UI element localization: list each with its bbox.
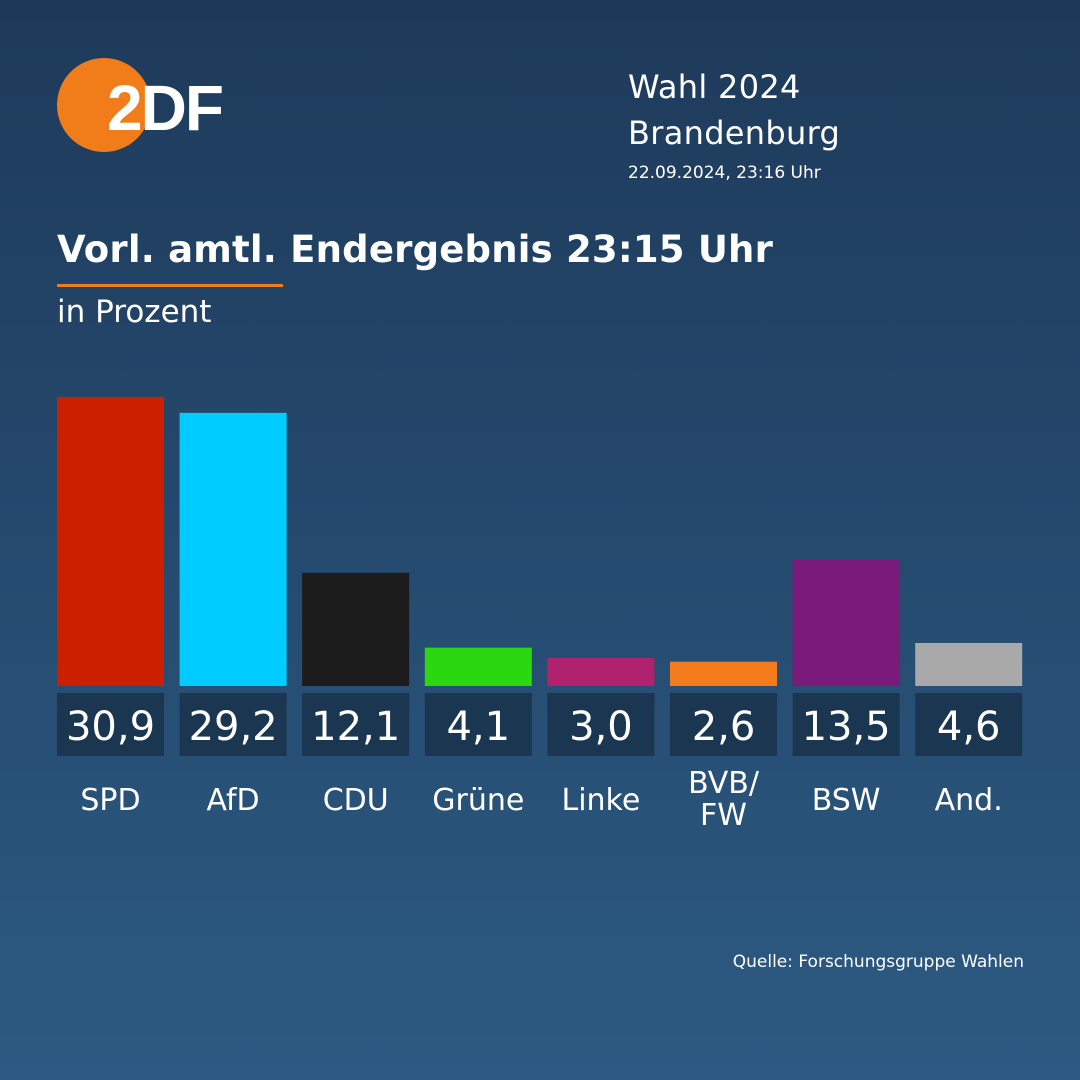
value-label-and: 4,6 (937, 704, 1001, 750)
value-label-bsw: 13,5 (802, 704, 891, 750)
category-label-gr-ne: Grüne (432, 783, 524, 818)
value-box-bsw (792, 693, 900, 756)
region-label: Brandenburg (628, 114, 841, 152)
bar-bvb-fw (670, 661, 777, 686)
category-label-cdu: CDU (323, 783, 389, 818)
value-box-afd (179, 693, 287, 756)
value-label-cdu: 12,1 (311, 704, 400, 750)
category-label-and: And. (935, 783, 1003, 818)
election-info: Wahl 2024 Brandenburg 22.09.2024, 23:16 … (628, 64, 840, 186)
zdf-logo: 2DF (57, 58, 224, 152)
logo-text: 2DF (107, 72, 222, 144)
value-label-bvb-fw: 2,6 (692, 704, 756, 750)
category-label-spd: SPD (80, 783, 140, 818)
election-label: Wahl 2024 (628, 68, 801, 106)
value-box-spd (57, 693, 164, 756)
value-box-and (915, 693, 1023, 756)
category-label-afd: AfD (207, 783, 260, 818)
value-label-linke: 3,0 (569, 704, 633, 750)
bar-linke (547, 657, 655, 686)
chart-subtitle: in Prozent (57, 294, 212, 330)
value-box-cdu (302, 693, 410, 756)
source-note: Quelle: Forschungsgruppe Wahlen (732, 952, 1024, 972)
bar-cdu (302, 572, 410, 686)
bar-bsw (792, 559, 900, 686)
bar-afd (179, 412, 287, 686)
value-box-gr-ne (424, 693, 532, 756)
category-label-bsw: BSW (812, 783, 881, 818)
chart-title: Vorl. amtl. Endergebnis 23:15 Uhr (57, 228, 774, 271)
timestamp: 22.09.2024, 23:16 Uhr (628, 163, 821, 183)
bar-spd (57, 396, 164, 686)
bar-gr-ne (424, 647, 532, 686)
value-label-gr-ne: 4,1 (446, 704, 510, 750)
logo-circle (57, 58, 151, 152)
bar-and (915, 642, 1023, 686)
value-label-afd: 29,2 (189, 704, 278, 750)
value-box-linke (547, 693, 655, 756)
title-underline (57, 284, 283, 287)
value-box-bvb-fw (670, 693, 777, 756)
category-label-bvb-fw: BVB/FW (688, 766, 760, 833)
value-label-spd: 30,9 (66, 704, 155, 750)
category-label-linke: Linke (561, 783, 640, 818)
